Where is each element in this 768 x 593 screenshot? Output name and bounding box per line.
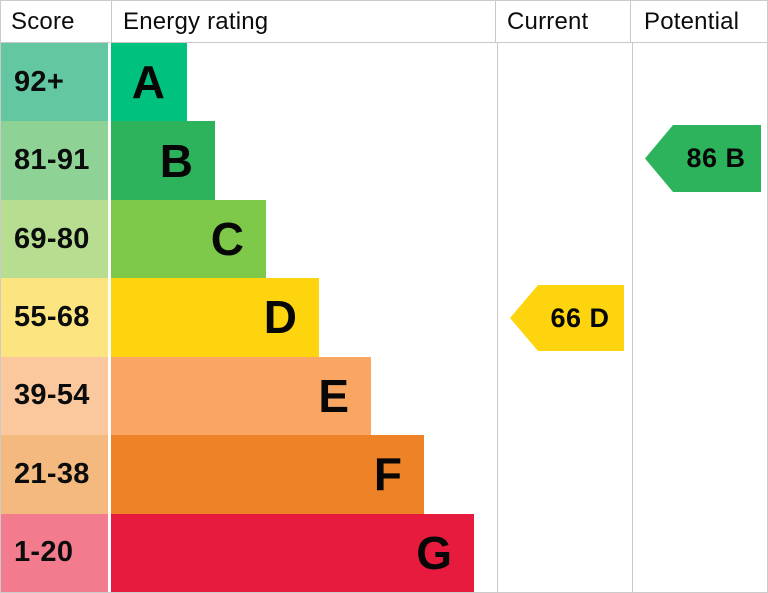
band-letter: D <box>263 291 297 344</box>
band-bar: C <box>111 199 266 279</box>
band-letter: C <box>210 213 244 266</box>
band-letter: F <box>373 448 402 501</box>
band-row: 92+ A <box>1 43 767 122</box>
header-score: Score <box>1 1 112 42</box>
band-letter: A <box>131 56 165 109</box>
band-score-range: 81-91 <box>1 121 108 200</box>
band-bar: D <box>111 278 319 357</box>
band-bar: E <box>111 356 371 436</box>
band-score-range: 55-68 <box>1 278 108 357</box>
potential-rating-label: 86 B <box>686 143 746 173</box>
band-bar: G <box>111 513 474 592</box>
band-score-range: 39-54 <box>1 356 108 436</box>
header-potential: Potential <box>644 7 740 35</box>
header-energy-rating: Energy rating <box>112 1 496 42</box>
band-row: 21-38 F <box>1 435 767 514</box>
band-row: 39-54 E <box>1 356 767 436</box>
band-score-range: 69-80 <box>1 199 108 279</box>
current-column-divider <box>497 43 498 592</box>
band-bar: F <box>111 435 424 514</box>
band-score-range: 92+ <box>1 43 108 122</box>
band-rows: 92+ A 81-91 B 69-80 C 55-68 D 39-54 E 21… <box>1 43 767 592</box>
band-row: 81-91 B <box>1 121 767 200</box>
band-letter: G <box>416 526 452 579</box>
current-rating-label: 66 D <box>550 302 610 333</box>
chart-header: Score Energy rating Current Potential <box>1 1 767 43</box>
band-letter: E <box>318 369 349 422</box>
band-bar: B <box>111 121 215 200</box>
band-letter: B <box>159 134 193 187</box>
band-bar: A <box>111 43 187 122</box>
band-score-range: 1-20 <box>1 513 108 592</box>
band-row: 1-20 G <box>1 513 767 592</box>
potential-rating-arrow: 86 B <box>645 125 761 192</box>
header-current: Current <box>496 1 631 42</box>
band-score-range: 21-38 <box>1 435 108 514</box>
potential-column-divider <box>632 43 633 592</box>
band-row: 55-68 D <box>1 278 767 357</box>
band-row: 69-80 C <box>1 199 767 279</box>
current-rating-arrow: 66 D <box>510 285 624 351</box>
